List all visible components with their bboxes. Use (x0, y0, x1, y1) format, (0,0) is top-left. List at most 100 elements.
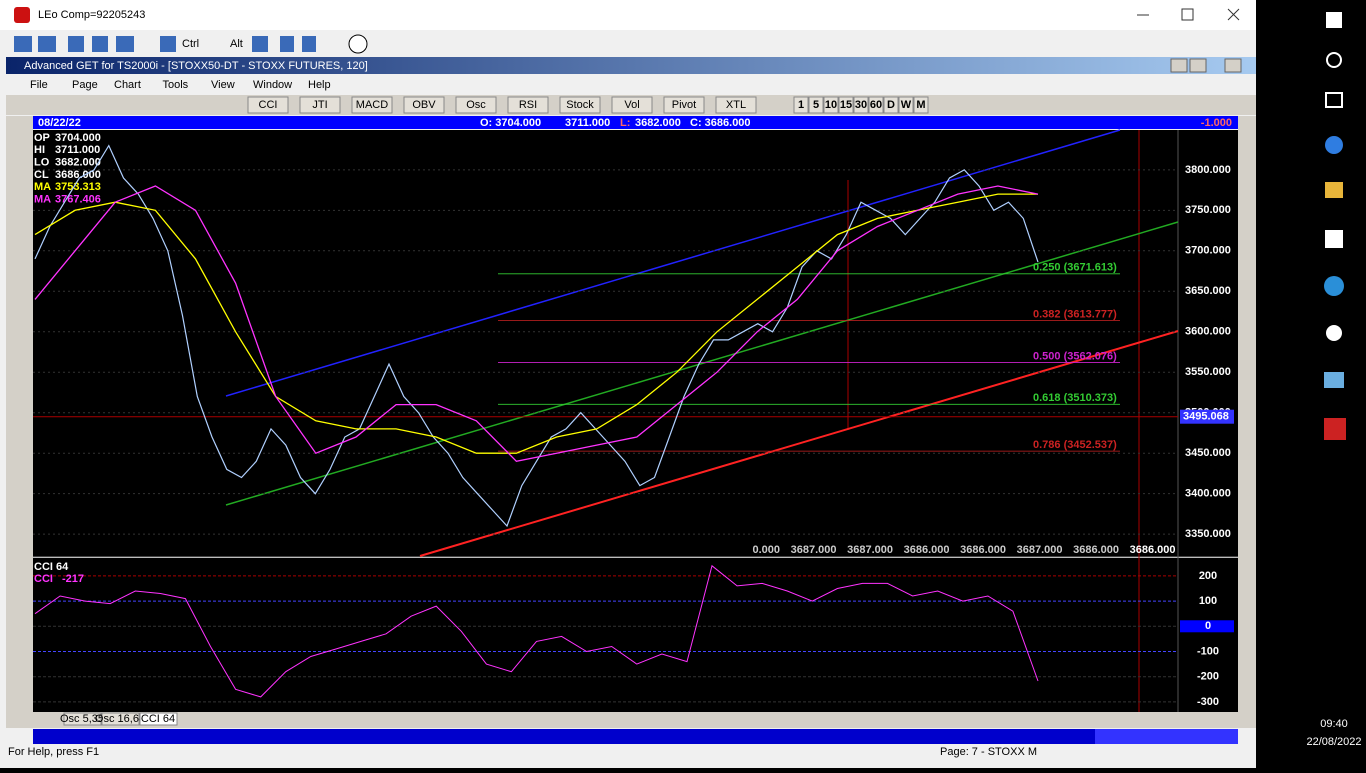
timeframe-button[interactable] (853, 96, 869, 114)
bottom-value: 3686.000 (904, 544, 950, 556)
y-tick-label: -200 (1197, 671, 1219, 683)
legend-value: 3704.000 (55, 132, 101, 144)
cci-title: CCI 64 (34, 561, 69, 573)
cci-legend-value: -217 (62, 573, 84, 585)
timeframe-button[interactable] (808, 96, 824, 114)
timeframe-button[interactable] (838, 96, 854, 114)
y-tick-label: 3600.000 (1185, 326, 1231, 338)
timeframe-label[interactable]: 5 (813, 99, 819, 111)
legend-label: MA (34, 181, 51, 193)
tab[interactable] (139, 712, 178, 726)
right-tools (1238, 116, 1256, 728)
y-tick-label: 200 (1199, 570, 1217, 582)
support-line (419, 330, 1179, 557)
left-tools (6, 116, 33, 728)
timeframe-button[interactable] (898, 96, 914, 114)
tab-label[interactable]: Osc 5,35 (60, 713, 104, 725)
study-button[interactable] (611, 96, 653, 114)
tab-label[interactable]: CCI 64 (141, 713, 175, 725)
moving-average (34, 185, 1039, 463)
timeframe-label[interactable]: 10 (825, 99, 837, 111)
timeframe-label[interactable]: 60 (870, 99, 882, 111)
menu-item[interactable]: Tools (163, 79, 189, 91)
legend-label: LO (34, 157, 50, 169)
menu-item[interactable]: Chart (114, 79, 141, 91)
study-button[interactable] (507, 96, 549, 114)
channel-line (225, 129, 1121, 397)
taskbar-icons[interactable] (1324, 12, 1346, 440)
status-help: For Help, press F1 (8, 746, 99, 758)
clock-icon[interactable] (348, 34, 368, 54)
timeframe-label[interactable]: M (916, 99, 925, 111)
study-label[interactable]: XTL (726, 99, 746, 111)
study-label[interactable]: Stock (566, 99, 594, 111)
legend-label: HI (34, 144, 45, 156)
timeframe-button[interactable] (793, 96, 809, 114)
tab[interactable] (101, 712, 140, 726)
legend-value: 3686.000 (55, 169, 101, 181)
y-tick-label: 0 (1205, 620, 1211, 632)
price-panel (33, 130, 1238, 557)
study-label[interactable]: JTI (312, 99, 327, 111)
y-tick-label: 3650.000 (1185, 285, 1231, 297)
study-label[interactable]: Osc (466, 99, 486, 111)
time-label-box (1095, 729, 1238, 744)
window-title: LEo Comp=92205243 (38, 9, 145, 21)
menu-item[interactable]: View (211, 79, 235, 91)
study-button[interactable] (559, 96, 601, 114)
y-tick-label: 3750.000 (1185, 204, 1231, 216)
bottom-value: 3686.000 (960, 544, 1006, 556)
study-label[interactable]: Pivot (672, 99, 696, 111)
y-tick-label: 3800.000 (1185, 164, 1231, 176)
title-bar (0, 0, 1256, 30)
info-change: -1.000 (1201, 117, 1232, 129)
study-button[interactable] (403, 96, 445, 114)
tab[interactable] (63, 712, 102, 726)
legend-value: 3753.313 (55, 181, 101, 193)
menu-item[interactable]: Help (308, 79, 331, 91)
fib-label: 0.382 (3613.777) (1033, 309, 1117, 321)
mdi-controls[interactable] (1170, 58, 1242, 73)
ctrl-button[interactable]: Ctrl (182, 38, 199, 50)
window-controls[interactable] (1137, 8, 1240, 21)
bottom-value: 3687.000 (791, 544, 837, 556)
study-button[interactable] (299, 96, 341, 114)
study-label[interactable]: MACD (356, 99, 388, 111)
tab-bar (33, 712, 1238, 728)
status-bar (0, 745, 1256, 768)
timeframe-label[interactable]: 1 (798, 99, 804, 111)
cci-legend: CCI (34, 573, 53, 585)
y-tick-label: 3350.000 (1185, 528, 1231, 540)
study-label[interactable]: RSI (519, 99, 537, 111)
y-tick-label: 3450.000 (1185, 447, 1231, 459)
timeframe-label[interactable]: D (887, 99, 895, 111)
timeframe-button[interactable] (823, 96, 839, 114)
tab-label[interactable]: Osc 16,64 (95, 713, 145, 725)
menu-bar (6, 75, 1256, 94)
study-button[interactable] (663, 96, 705, 114)
toolbar-icons[interactable] (14, 36, 316, 52)
study-button[interactable] (351, 96, 393, 114)
bottom-value: 3686.000 (1073, 544, 1119, 556)
study-label[interactable]: CCI (259, 99, 278, 111)
menu-item[interactable]: Window (253, 79, 292, 91)
timeframe-button[interactable] (913, 96, 929, 114)
menu-item[interactable]: Page (72, 79, 98, 91)
date-axis (33, 729, 1238, 744)
fib-label: 0.618 (3510.373) (1033, 392, 1117, 404)
cursor-price: 3495.068 (1183, 411, 1229, 423)
alt-button[interactable]: Alt (230, 38, 243, 50)
study-button[interactable] (247, 96, 289, 114)
menu-item[interactable]: File (30, 79, 48, 91)
timeframe-label[interactable]: W (901, 99, 912, 111)
study-button[interactable] (455, 96, 497, 114)
timeframe-label[interactable]: 30 (855, 99, 867, 111)
timeframe-label[interactable]: 15 (840, 99, 852, 111)
legend-label: CL (34, 169, 49, 181)
info-low-label: L: (620, 117, 630, 129)
study-button[interactable] (715, 96, 757, 114)
study-label[interactable]: Vol (624, 99, 639, 111)
study-label[interactable]: OBV (412, 99, 436, 111)
timeframe-button[interactable] (883, 96, 899, 114)
timeframe-button[interactable] (868, 96, 884, 114)
